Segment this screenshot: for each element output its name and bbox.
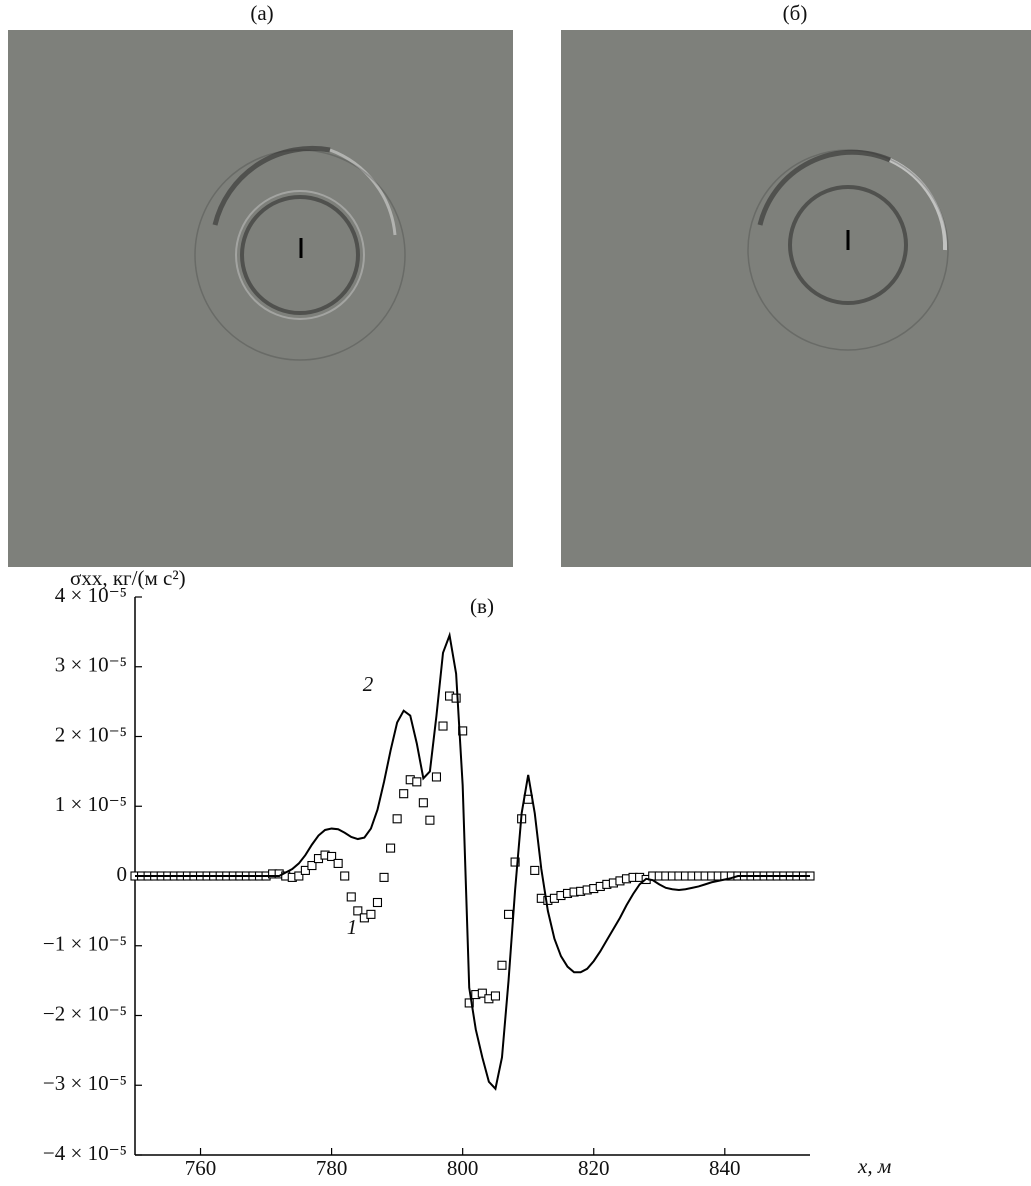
data-point xyxy=(530,865,540,875)
y-tick-label: −1 × 10⁻⁵ xyxy=(43,932,127,956)
data-point xyxy=(327,851,337,862)
x-tick-label: 780 xyxy=(316,1156,348,1180)
y-tick-label: 4 × 10⁻⁵ xyxy=(55,583,127,607)
data-point xyxy=(497,960,507,970)
chart-title: (в) xyxy=(470,594,494,618)
y-axis-label: σxx, кг/(м с²) xyxy=(70,566,186,590)
data-point xyxy=(340,871,350,881)
data-point xyxy=(372,897,383,908)
data-point xyxy=(477,988,487,998)
data-line xyxy=(135,631,810,1091)
panel-label: (a) xyxy=(250,1,273,25)
data-point xyxy=(353,906,363,916)
curve-label: 1 xyxy=(347,915,358,939)
panel-label: (б) xyxy=(783,1,808,25)
data-point xyxy=(438,721,448,731)
data-point xyxy=(490,991,500,1001)
y-tick-label: −3 × 10⁻⁵ xyxy=(43,1071,127,1095)
x-tick-label: 800 xyxy=(447,1156,479,1180)
x-tick-label: 840 xyxy=(709,1156,741,1180)
wavefield-image xyxy=(561,30,1031,567)
data-point xyxy=(392,814,402,824)
data-point xyxy=(451,693,461,703)
data-point xyxy=(503,909,514,919)
y-tick-label: −2 × 10⁻⁵ xyxy=(43,1001,127,1025)
y-tick-label: −4 × 10⁻⁵ xyxy=(43,1141,127,1165)
data-point xyxy=(464,998,474,1008)
y-tick-label: 3 × 10⁻⁵ xyxy=(55,653,127,677)
x-axis-label: x, м xyxy=(857,1154,891,1178)
data-point xyxy=(399,789,409,799)
data-point xyxy=(300,865,310,875)
x-tick-label: 760 xyxy=(185,1156,217,1180)
data-point xyxy=(307,860,317,871)
data-point xyxy=(418,798,428,808)
data-point xyxy=(379,872,389,882)
data-point xyxy=(425,815,435,825)
data-point xyxy=(412,777,422,787)
y-tick-label: 0 xyxy=(117,862,128,886)
data-point xyxy=(366,909,376,919)
data-point xyxy=(510,857,520,867)
data-point xyxy=(431,772,442,782)
x-tick-label: 820 xyxy=(578,1156,610,1180)
wavefield-image xyxy=(8,30,513,567)
data-point xyxy=(333,858,343,868)
curve-label: 2 xyxy=(363,672,374,696)
data-point xyxy=(294,871,304,881)
y-tick-label: 2 × 10⁻⁵ xyxy=(55,722,127,746)
y-tick-label: 1 × 10⁻⁵ xyxy=(55,792,127,816)
data-point xyxy=(386,843,396,853)
data-point xyxy=(346,892,356,902)
